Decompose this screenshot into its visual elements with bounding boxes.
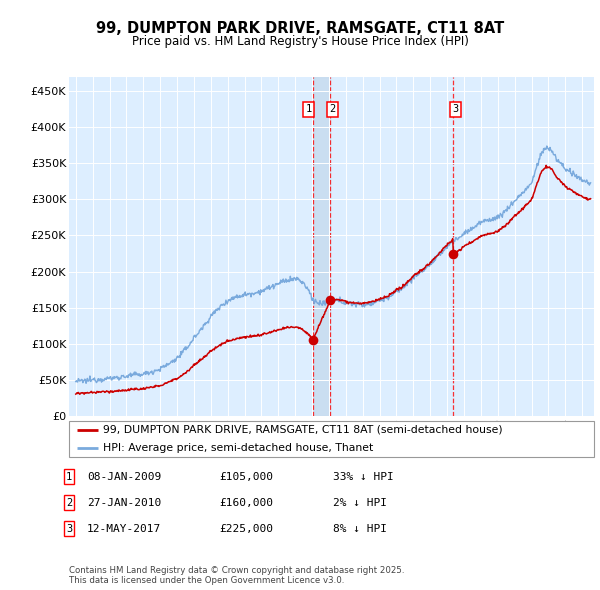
Text: 12-MAY-2017: 12-MAY-2017 bbox=[87, 524, 161, 533]
Text: 2: 2 bbox=[329, 104, 336, 114]
Text: £160,000: £160,000 bbox=[219, 498, 273, 507]
Text: 8% ↓ HPI: 8% ↓ HPI bbox=[333, 524, 387, 533]
Text: Price paid vs. HM Land Registry's House Price Index (HPI): Price paid vs. HM Land Registry's House … bbox=[131, 35, 469, 48]
Text: 99, DUMPTON PARK DRIVE, RAMSGATE, CT11 8AT: 99, DUMPTON PARK DRIVE, RAMSGATE, CT11 8… bbox=[96, 21, 504, 36]
Text: 1: 1 bbox=[305, 104, 311, 114]
Text: 99, DUMPTON PARK DRIVE, RAMSGATE, CT11 8AT (semi-detached house): 99, DUMPTON PARK DRIVE, RAMSGATE, CT11 8… bbox=[103, 425, 503, 435]
Text: Contains HM Land Registry data © Crown copyright and database right 2025.
This d: Contains HM Land Registry data © Crown c… bbox=[69, 566, 404, 585]
Text: 3: 3 bbox=[66, 524, 72, 533]
Text: 33% ↓ HPI: 33% ↓ HPI bbox=[333, 472, 394, 481]
Text: £105,000: £105,000 bbox=[219, 472, 273, 481]
Text: HPI: Average price, semi-detached house, Thanet: HPI: Average price, semi-detached house,… bbox=[103, 443, 373, 453]
FancyBboxPatch shape bbox=[69, 421, 594, 457]
Text: £225,000: £225,000 bbox=[219, 524, 273, 533]
Text: 2% ↓ HPI: 2% ↓ HPI bbox=[333, 498, 387, 507]
Text: 27-JAN-2010: 27-JAN-2010 bbox=[87, 498, 161, 507]
Text: 3: 3 bbox=[452, 104, 459, 114]
Text: 2: 2 bbox=[66, 498, 72, 507]
Bar bbox=[313, 77, 330, 416]
Text: 1: 1 bbox=[66, 472, 72, 481]
Text: 08-JAN-2009: 08-JAN-2009 bbox=[87, 472, 161, 481]
